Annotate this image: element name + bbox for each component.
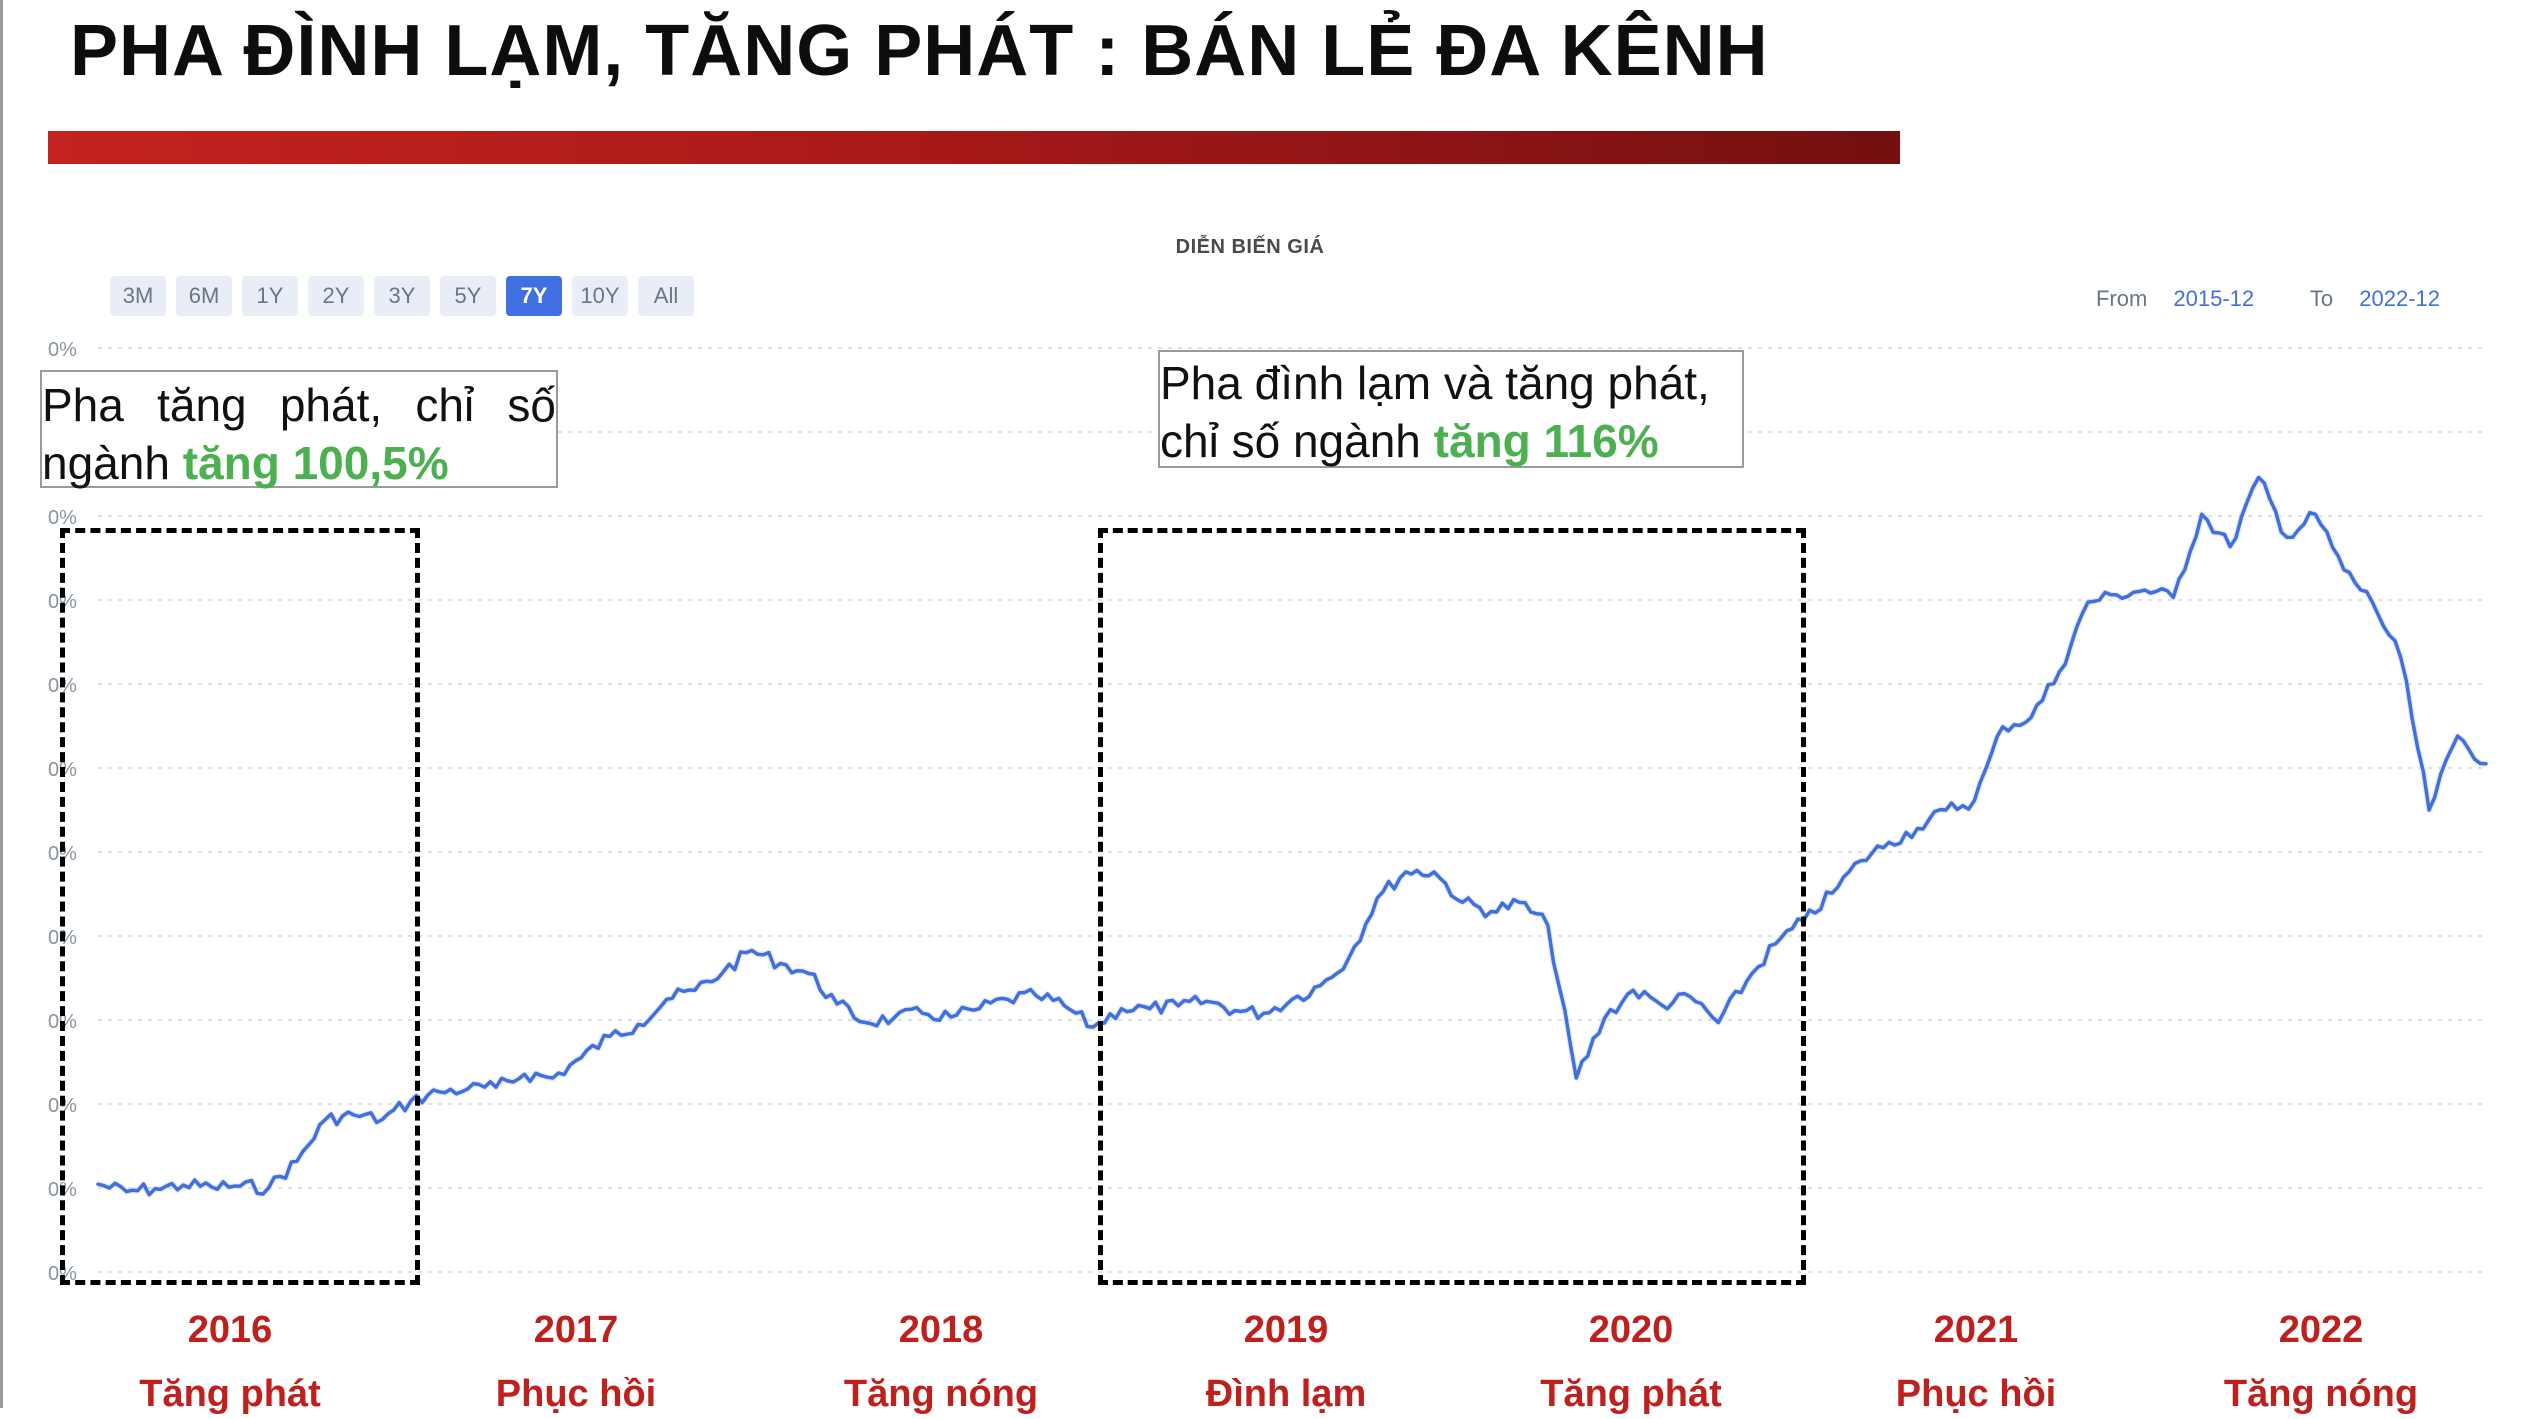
timeline-year: 2021	[1933, 1309, 2019, 1351]
range-button-7y[interactable]: 7Y	[506, 276, 562, 316]
callout-2-highlight: tăng 116%	[1433, 415, 1659, 467]
callout-1-word: chỉ	[415, 379, 475, 431]
timeline-item: 2021 Phục hồi	[1816, 1305, 2136, 1419]
range-button-10y[interactable]: 10Y	[572, 276, 628, 316]
chart-title: DIỄN BIẾN GIÁ	[1175, 236, 1325, 258]
timeline-phase: Phục hồi	[1895, 1373, 2057, 1415]
callout-1-prefix: ngành	[42, 437, 183, 489]
callout-2-prefix: chỉ số ngành	[1160, 415, 1434, 467]
phase-timeline: 2016 Tăng phát 2017 Phục hồi 2018 Tăng n…	[0, 1305, 2546, 1415]
callout-1-word: số	[507, 379, 556, 431]
callout-1-word: Pha	[42, 379, 124, 431]
from-label: From	[2095, 286, 2148, 311]
timeline-phase: Tăng nóng	[843, 1373, 1039, 1415]
date-range: From 2015-12 To 2022-12	[2096, 286, 2440, 312]
timeline-year: 2017	[533, 1309, 619, 1351]
timeline-year: 2016	[187, 1309, 273, 1351]
range-button-3y[interactable]: 3Y	[374, 276, 430, 316]
highlight-box-2016	[60, 528, 420, 1285]
timeline-phase: Tăng phát	[1540, 1373, 1722, 1415]
range-button-1y[interactable]: 1Y	[242, 276, 298, 316]
callout-1-highlight: tăng 100,5%	[182, 437, 449, 489]
timeline-year: 2018	[898, 1309, 984, 1351]
highlight-box-2019-2020	[1098, 528, 1806, 1285]
range-button-6m[interactable]: 6M	[176, 276, 232, 316]
timeline-phase: Đình lạm	[1205, 1373, 1367, 1415]
y-tick-label: 0%	[48, 507, 77, 529]
timeline-year: 2020	[1588, 1309, 1674, 1351]
from-date-input[interactable]: 2015-12	[2173, 286, 2255, 311]
range-selector: 3M 6M 1Y 2Y 3Y 5Y 7Y 10Y All	[110, 276, 694, 316]
timeline-item: 2020 Tăng phát	[1471, 1305, 1791, 1419]
y-tick-label: 0%	[48, 339, 77, 361]
price-line	[96, 475, 2488, 1197]
timeline-year: 2022	[2278, 1309, 2364, 1351]
timeline-item: 2022 Tăng nóng	[2161, 1305, 2481, 1419]
range-button-3m[interactable]: 3M	[110, 276, 166, 316]
timeline-phase: Phục hồi	[495, 1373, 657, 1415]
callout-stagflation-phase: Pha đình lạm và tăng phát, chỉ số ngành …	[1158, 350, 1744, 468]
slide-left-edge	[0, 0, 3, 1408]
to-label: To	[2309, 286, 2334, 311]
range-button-2y[interactable]: 2Y	[308, 276, 364, 316]
callout-1-word: tăng	[157, 379, 247, 431]
range-button-5y[interactable]: 5Y	[440, 276, 496, 316]
page-title: PHA ĐÌNH LẠM, TĂNG PHÁT : BÁN LẺ ĐA KÊNH	[70, 11, 1769, 91]
callout-2-line-2: chỉ số ngành tăng 116%	[1160, 412, 1742, 470]
timeline-year: 2019	[1243, 1309, 1329, 1351]
timeline-phase: Tăng nóng	[2223, 1373, 2419, 1415]
timeline-item: 2019 Đình lạm	[1126, 1305, 1446, 1419]
callout-1-word: phát,	[279, 379, 383, 431]
timeline-item: 2017 Phục hồi	[416, 1305, 736, 1419]
callout-1-line-1: Pha tăng phát, chỉ số	[42, 376, 556, 434]
timeline-item: 2016 Tăng phát	[70, 1305, 390, 1419]
timeline-phase: Tăng phát	[139, 1373, 321, 1415]
range-button-all[interactable]: All	[638, 276, 694, 316]
timeline-item: 2018 Tăng nóng	[781, 1305, 1101, 1419]
callout-expansion-phase: Pha tăng phát, chỉ số ngành tăng 100,5%	[40, 370, 558, 489]
callout-1-line-2: ngành tăng 100,5%	[42, 434, 556, 492]
callout-2-line-1: Pha đình lạm và tăng phát,	[1160, 357, 1710, 409]
to-date-input[interactable]: 2022-12	[2359, 286, 2440, 311]
title-underline-bar	[48, 131, 1900, 164]
